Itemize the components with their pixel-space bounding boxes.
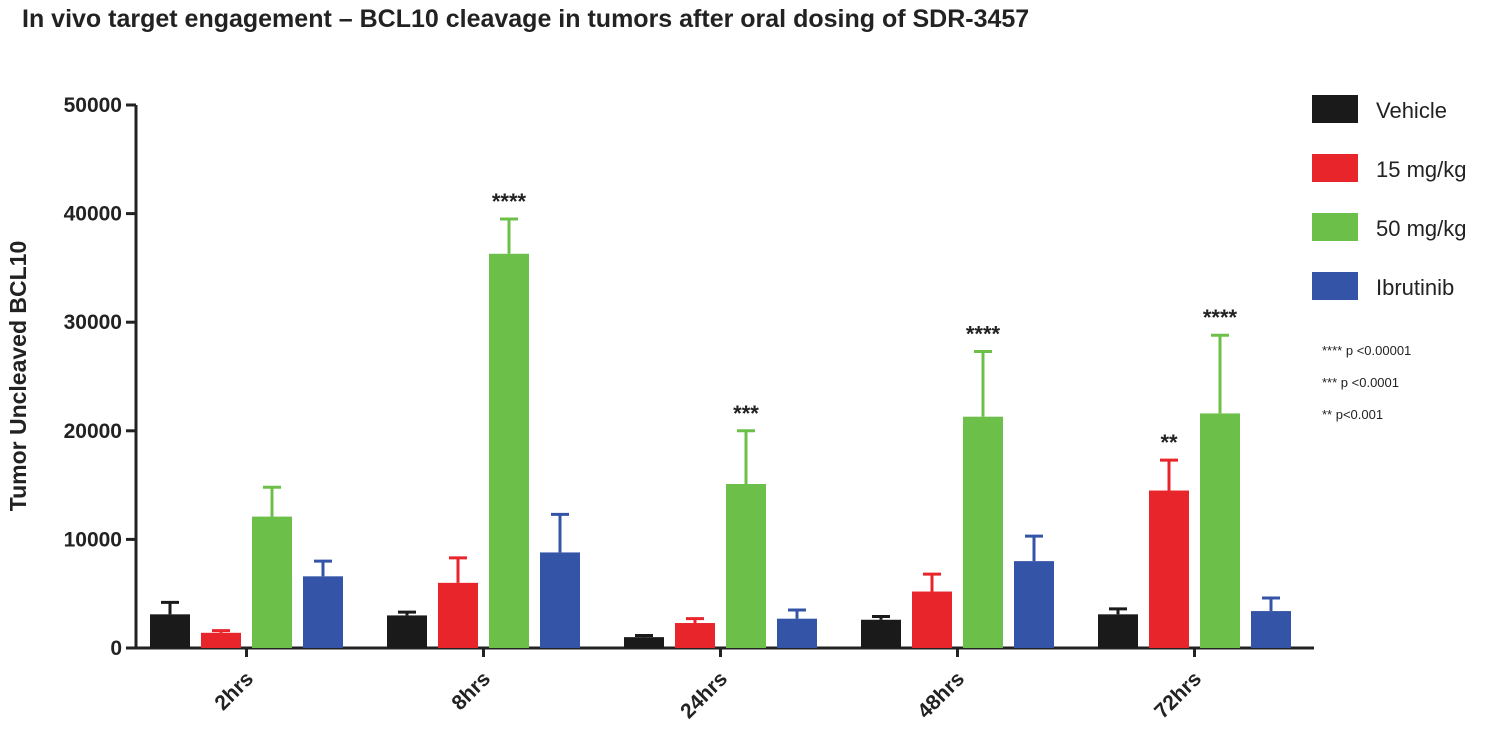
legend-swatch [1312,95,1358,123]
significance-marker: **** [492,189,527,214]
bar [777,618,817,648]
significance-notes: **** p <0.00001 *** p <0.0001 ** p<0.001 [1322,343,1411,422]
bar [1251,611,1291,648]
significance-marker: **** [966,322,1001,347]
bar [201,632,241,648]
bar [150,614,190,648]
x-tick-label: 2hrs [210,667,258,715]
y-tick-label: 20000 [64,420,122,443]
significance-marker: *** [733,401,759,426]
x-tick-label: 24hrs [676,667,732,723]
chart-title: In vivo target engagement – BCL10 cleava… [22,5,1029,33]
bar [1200,413,1240,648]
x-tick-label: 48hrs [913,667,969,723]
legend-label: 15 mg/kg [1376,157,1467,182]
legend-swatch [1312,213,1358,241]
significance-marker: **** [1203,305,1238,330]
legend-swatch [1312,272,1358,300]
y-tick-label: 50000 [64,94,122,117]
significance-note: **** p <0.00001 [1322,343,1411,358]
bar [1098,614,1138,648]
legend-label: 50 mg/kg [1376,216,1467,241]
bar [675,623,715,648]
y-tick-label: 30000 [64,311,122,334]
bar [861,619,901,648]
bar [1014,561,1054,648]
bar [489,253,529,649]
bar [540,552,580,648]
bar [252,516,292,648]
legend-swatch [1312,154,1358,182]
bar [1149,490,1189,648]
x-tick-label: 8hrs [447,667,495,715]
bar [726,484,766,648]
significance-note: *** p <0.0001 [1322,375,1399,390]
bar [624,637,664,648]
bar [912,591,952,648]
legend-label: Ibrutinib [1376,275,1454,300]
y-tick-label: 0 [110,637,122,660]
significance-note: ** p<0.001 [1322,407,1383,422]
legend-label: Vehicle [1376,98,1447,123]
bar [303,576,343,648]
y-axis-label: Tumor Uncleaved BCL10 [5,241,31,512]
bar [387,615,427,648]
y-tick-label: 40000 [64,203,122,226]
y-tick-label: 10000 [64,528,122,551]
bar [438,582,478,648]
legend: Vehicle 15 mg/kg 50 mg/kg Ibrutinib [1312,95,1467,300]
significance-marker: ** [1160,430,1178,455]
significance-annotations: ***************** [492,189,1238,455]
bars [150,217,1291,649]
bar [963,416,1003,648]
x-tick-label: 72hrs [1150,667,1206,723]
